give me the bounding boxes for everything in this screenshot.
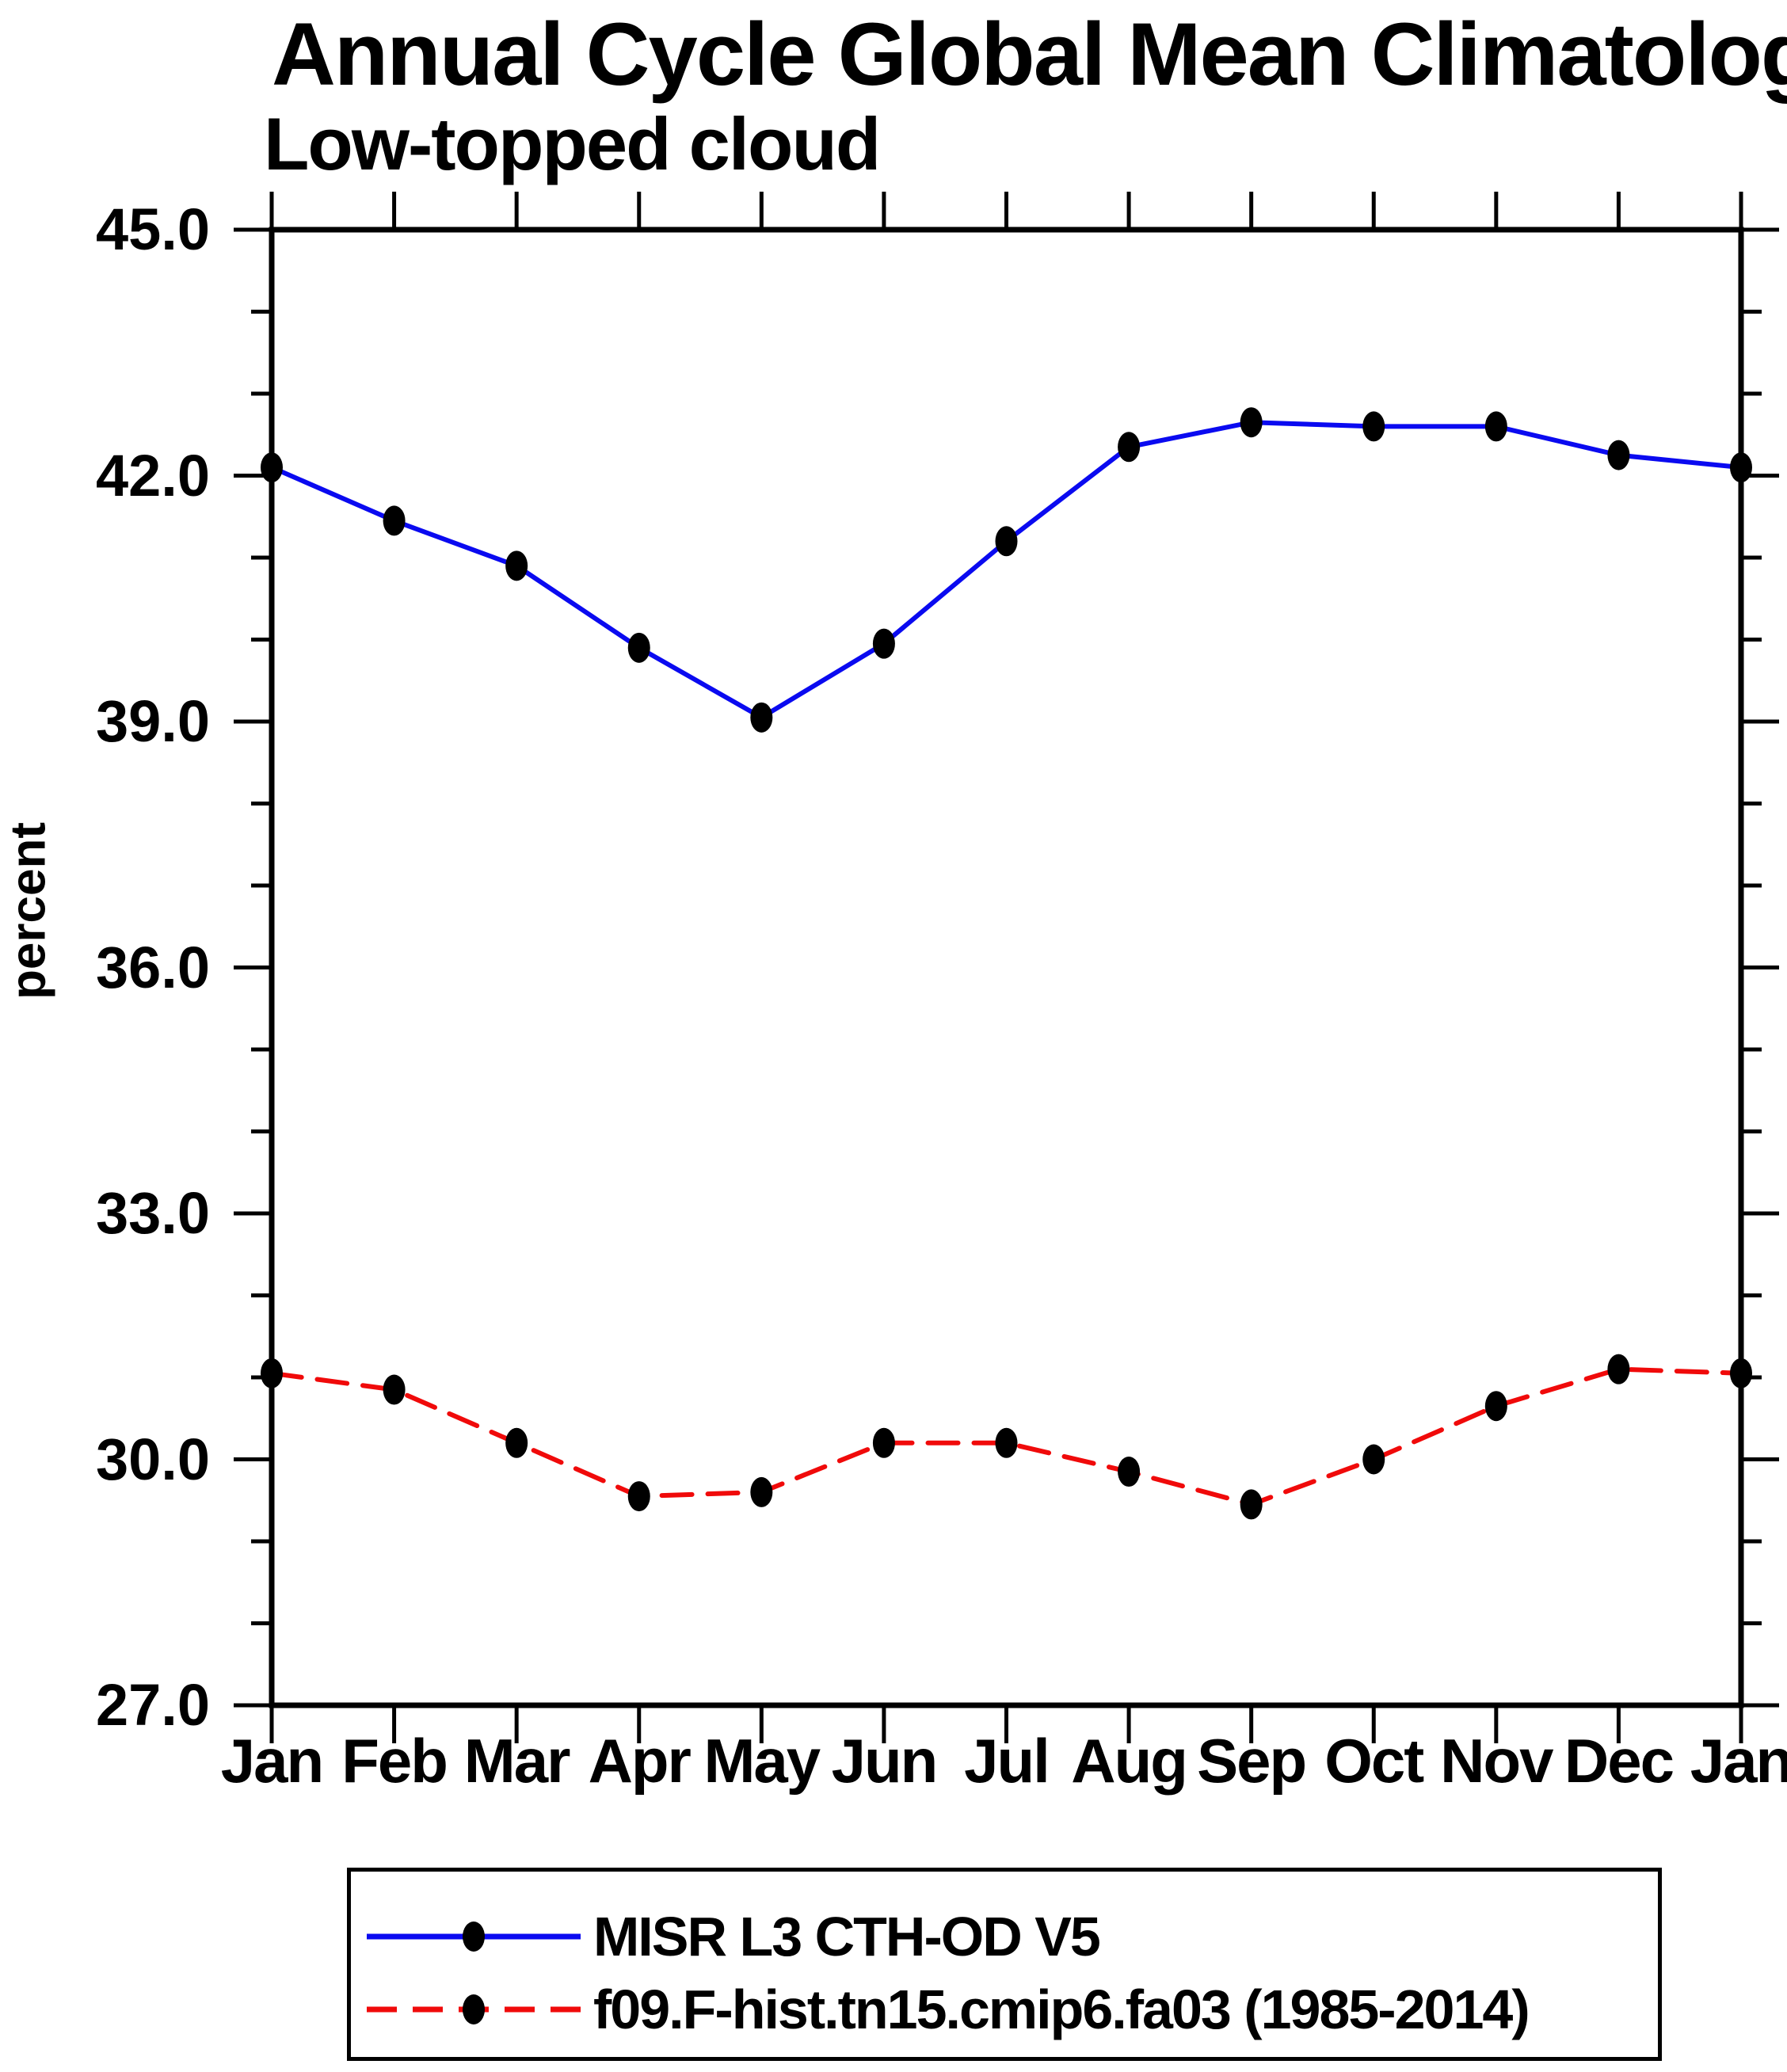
data-point-marker bbox=[995, 1427, 1018, 1458]
legend: MISR L3 CTH-OD V5 f09.F-hist.tn15.cmip6.… bbox=[347, 1868, 1662, 2061]
chart-subtitle: Low-topped cloud bbox=[264, 102, 881, 185]
data-point-marker bbox=[505, 550, 528, 581]
x-tick-label: Jul bbox=[964, 1726, 1050, 1796]
data-point-marker bbox=[627, 1481, 650, 1512]
data-point-marker bbox=[1607, 440, 1630, 470]
x-tick-label: Aug bbox=[1071, 1726, 1188, 1796]
data-point-marker bbox=[1484, 411, 1507, 442]
y-tick-label: 33.0 bbox=[95, 1180, 210, 1246]
legend-entry-obs: MISR L3 CTH-OD V5 bbox=[362, 1906, 1101, 1967]
legend-marker bbox=[463, 1922, 485, 1952]
x-tick-label: Nov bbox=[1440, 1726, 1553, 1796]
legend-marker bbox=[463, 1994, 485, 2024]
x-tick-label: Jun bbox=[831, 1726, 939, 1796]
data-point-marker bbox=[1484, 1391, 1507, 1422]
legend-label-obs: MISR L3 CTH-OD V5 bbox=[593, 1906, 1101, 1967]
x-tick-label: Jan bbox=[1690, 1726, 1787, 1796]
data-point-marker bbox=[261, 452, 283, 483]
legend-label-model: f09.F-hist.tn15.cmip6.fa03 (1985-2014) bbox=[593, 1979, 1530, 2040]
data-point-marker bbox=[383, 1374, 406, 1405]
data-point-marker bbox=[1118, 432, 1141, 463]
data-point-marker bbox=[872, 628, 895, 659]
x-tick-label: May bbox=[703, 1726, 821, 1796]
data-point-marker bbox=[1240, 1489, 1263, 1520]
y-tick-label: 30.0 bbox=[95, 1426, 210, 1492]
data-point-marker bbox=[1362, 1444, 1385, 1475]
data-point-marker bbox=[1240, 407, 1263, 438]
x-tick-label: Dec bbox=[1564, 1726, 1675, 1796]
x-tick-label: Feb bbox=[341, 1726, 448, 1796]
x-tick-label: Apr bbox=[588, 1726, 692, 1796]
y-tick-label: 36.0 bbox=[95, 934, 210, 1000]
legend-entry-model: f09.F-hist.tn15.cmip6.fa03 (1985-2014) bbox=[362, 1979, 1530, 2040]
data-point-marker bbox=[1362, 411, 1385, 442]
x-tick-label: Jan bbox=[220, 1726, 324, 1796]
data-point-marker bbox=[872, 1427, 895, 1458]
data-point-marker bbox=[750, 702, 773, 733]
y-tick-label: 39.0 bbox=[95, 688, 210, 754]
data-point-marker bbox=[750, 1476, 773, 1507]
data-point-marker bbox=[995, 526, 1018, 557]
data-point-marker bbox=[261, 1358, 283, 1388]
data-point-marker bbox=[1730, 1358, 1752, 1388]
x-tick-label: Oct bbox=[1324, 1726, 1424, 1796]
data-point-marker bbox=[1607, 1354, 1630, 1385]
data-point-marker bbox=[627, 632, 650, 663]
chart-title: Annual Cycle Global Mean Climatology bbox=[272, 5, 1787, 104]
legend-sample-model bbox=[367, 1994, 581, 2024]
series-line-0 bbox=[269, 420, 1743, 721]
plot-frame bbox=[269, 227, 1744, 1708]
legend-sample-obs bbox=[367, 1922, 581, 1952]
data-point-marker bbox=[505, 1427, 528, 1458]
data-point-marker bbox=[1730, 452, 1752, 483]
x-tick-label: Mar bbox=[463, 1726, 571, 1796]
x-tick-label: Sep bbox=[1197, 1726, 1307, 1796]
axis-ticks bbox=[234, 192, 1779, 1743]
y-tick-label: 27.0 bbox=[95, 1672, 210, 1738]
y-tick-label: 42.0 bbox=[95, 442, 210, 508]
data-point-marker bbox=[1118, 1457, 1141, 1487]
y-tick-label: 45.0 bbox=[95, 196, 210, 262]
data-point-marker bbox=[383, 505, 406, 536]
